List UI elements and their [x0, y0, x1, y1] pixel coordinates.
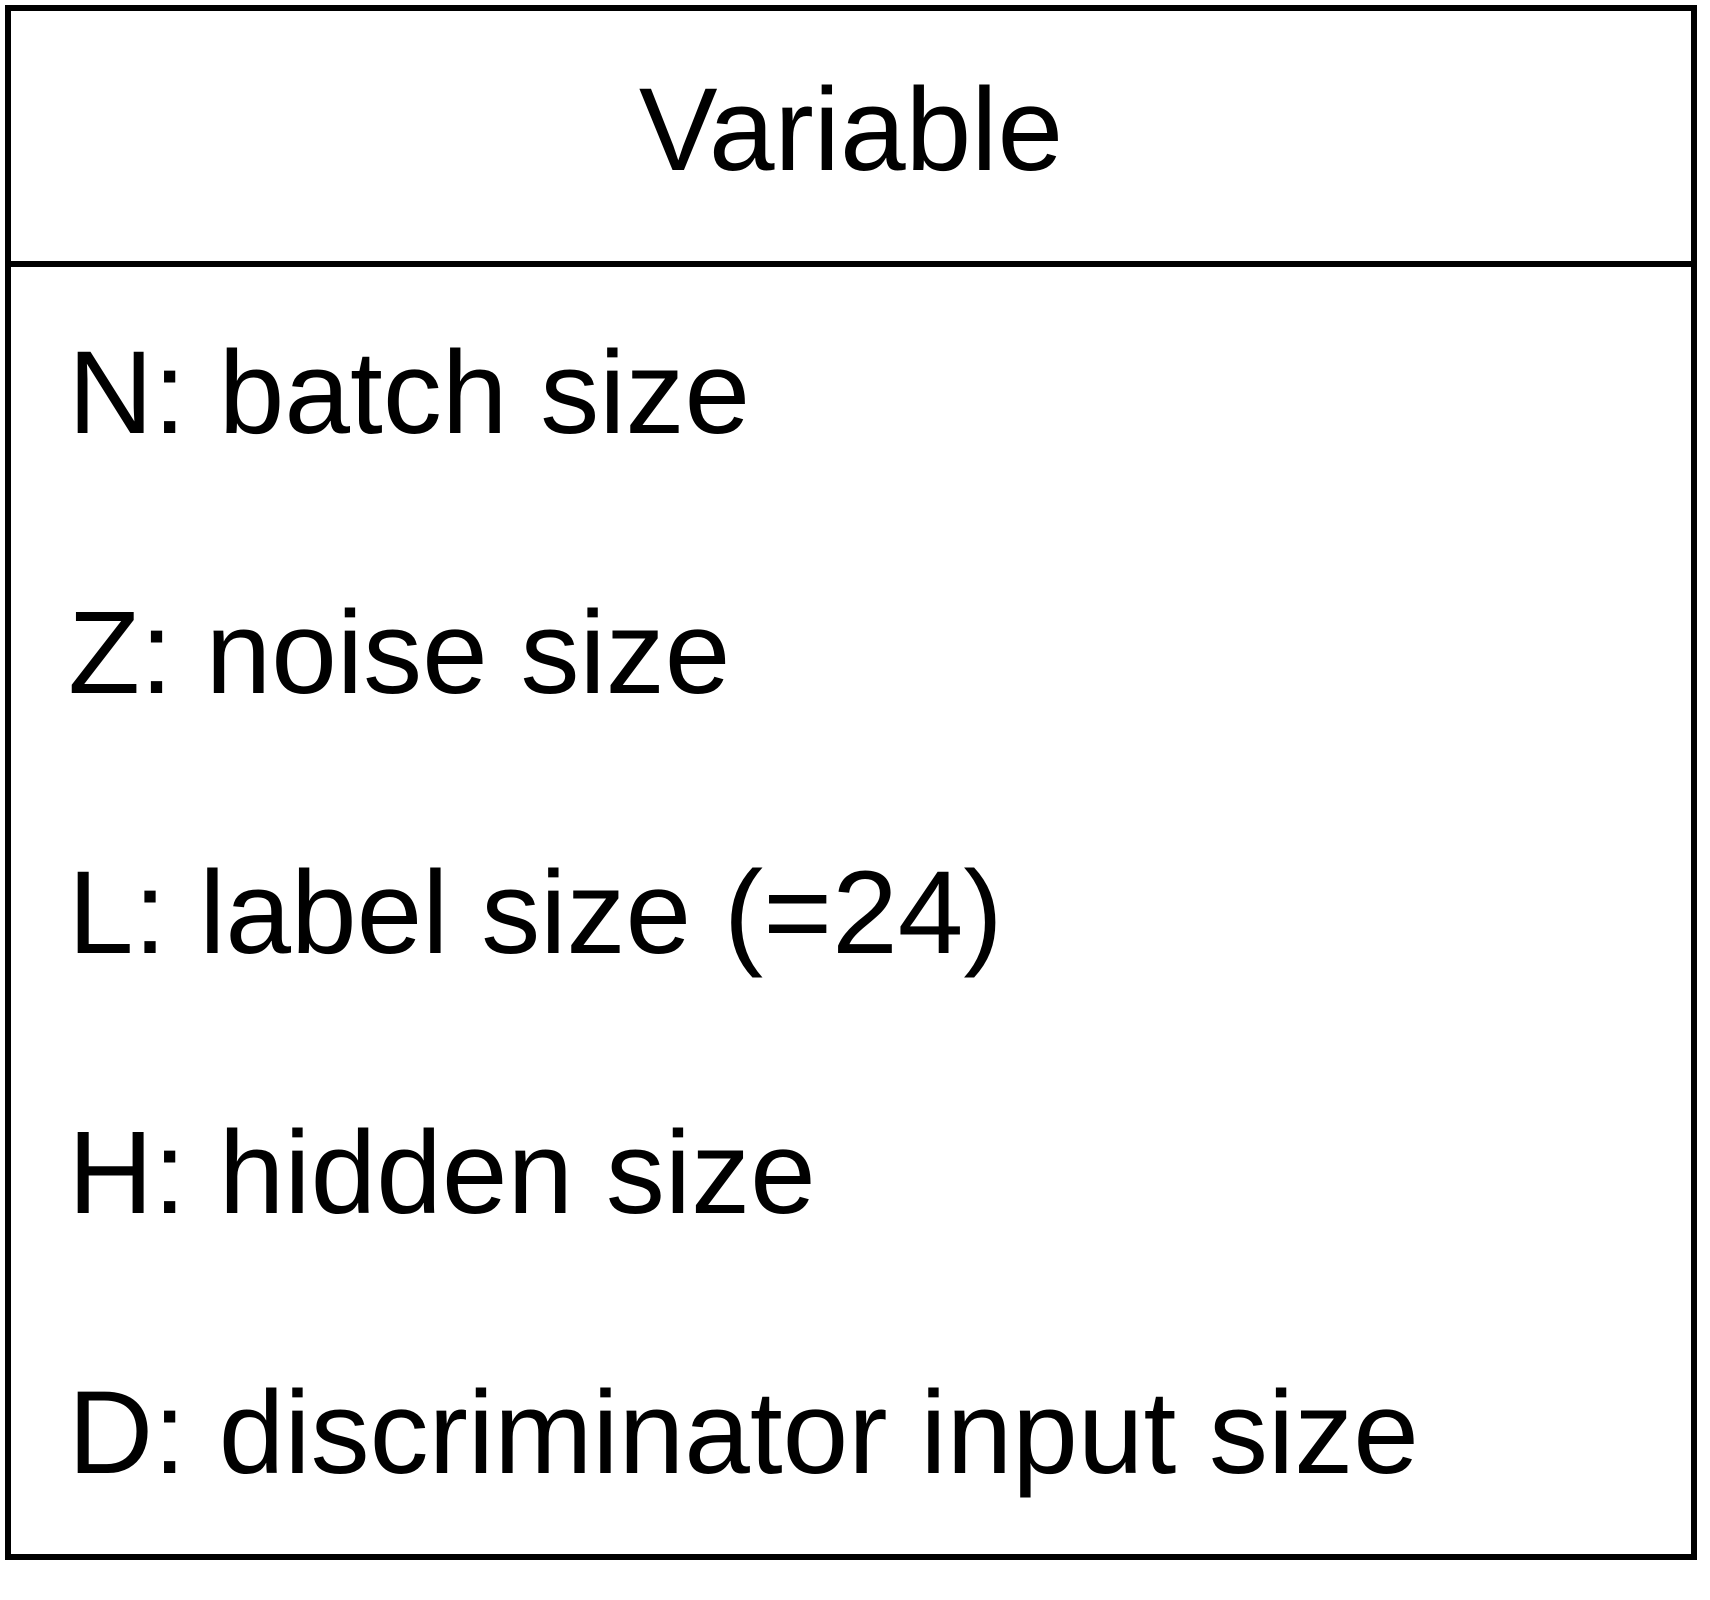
variable-item-hidden-size: H: hidden size: [68, 1107, 816, 1239]
variable-item-label-size: L: label size (=24): [68, 847, 1003, 979]
table-title: Variable: [638, 64, 1064, 196]
variable-item-discriminator-input-size: D: discriminator input size: [68, 1367, 1419, 1499]
variable-item-batch-size: N: batch size: [68, 327, 751, 459]
table-header: Variable: [11, 11, 1691, 267]
variable-item-noise-size: Z: noise size: [68, 587, 731, 719]
variable-table: Variable N: batch size Z: noise size L: …: [5, 5, 1697, 1560]
